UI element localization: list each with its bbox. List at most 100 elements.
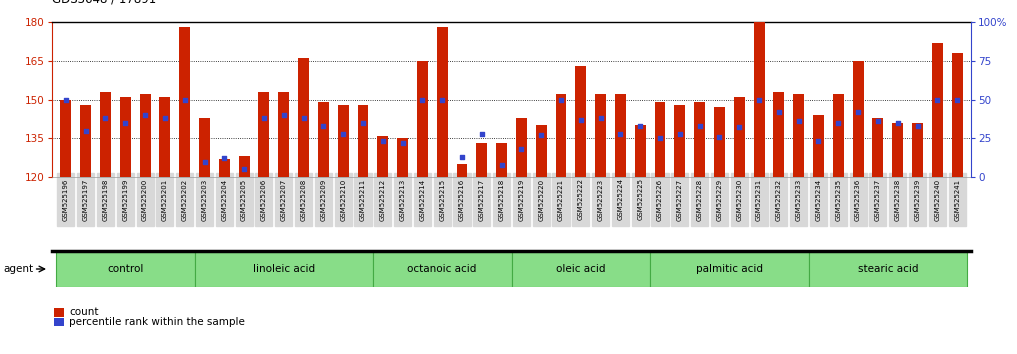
Bar	[576, 66, 586, 177]
Text: octanoic acid: octanoic acid	[408, 264, 477, 274]
Point	[295, 115, 311, 121]
Bar	[734, 97, 744, 177]
Point	[711, 134, 727, 139]
Bar	[892, 123, 903, 177]
Point	[652, 136, 668, 141]
Bar	[358, 105, 368, 177]
Point	[157, 115, 173, 121]
Text: GDS3648 / 17891: GDS3648 / 17891	[52, 0, 157, 6]
Point	[593, 115, 609, 121]
Bar	[635, 125, 646, 177]
Bar	[615, 94, 625, 177]
Text: control: control	[107, 264, 143, 274]
Point	[276, 112, 292, 118]
Bar	[813, 115, 824, 177]
Bar	[650, 251, 809, 287]
Bar	[674, 105, 685, 177]
Point	[493, 162, 510, 167]
Point	[395, 140, 411, 146]
Bar	[100, 92, 111, 177]
Point	[117, 120, 133, 126]
Bar	[417, 61, 428, 177]
Point	[850, 109, 866, 115]
Point	[751, 97, 767, 102]
Bar	[194, 251, 373, 287]
Point	[98, 115, 114, 121]
Point	[870, 118, 886, 124]
Bar	[793, 94, 804, 177]
Point	[553, 97, 570, 102]
Bar	[56, 251, 194, 287]
Bar	[318, 102, 328, 177]
Bar	[714, 107, 725, 177]
Bar	[754, 22, 765, 177]
Bar	[952, 53, 962, 177]
Bar	[179, 27, 190, 177]
Text: stearic acid: stearic acid	[857, 264, 918, 274]
Point	[414, 97, 430, 102]
Text: agent: agent	[3, 264, 34, 274]
Point	[533, 132, 549, 138]
Bar	[555, 94, 566, 177]
Point	[474, 131, 490, 136]
Point	[514, 146, 530, 152]
Point	[692, 123, 708, 129]
Bar	[774, 92, 784, 177]
Point	[355, 120, 371, 126]
Point	[137, 112, 154, 118]
Bar	[139, 94, 151, 177]
Point	[573, 117, 589, 122]
Point	[790, 118, 806, 124]
Bar	[496, 143, 507, 177]
Bar	[160, 97, 170, 177]
Point	[77, 128, 94, 133]
Bar	[809, 251, 967, 287]
Bar	[695, 102, 705, 177]
Point	[671, 131, 687, 136]
Point	[256, 115, 273, 121]
Bar	[397, 138, 408, 177]
Bar	[199, 118, 210, 177]
Point	[434, 97, 451, 102]
Point	[612, 131, 629, 136]
Point	[335, 131, 351, 136]
Text: oleic acid: oleic acid	[556, 264, 605, 274]
Bar	[595, 94, 606, 177]
Bar	[239, 156, 249, 177]
Text: palmitic acid: palmitic acid	[696, 264, 763, 274]
Bar	[373, 251, 512, 287]
Text: percentile rank within the sample: percentile rank within the sample	[69, 317, 245, 327]
Point	[633, 123, 649, 129]
Point	[811, 138, 827, 144]
Bar	[298, 58, 309, 177]
Point	[374, 138, 391, 144]
Bar	[80, 105, 92, 177]
Point	[58, 97, 74, 102]
Bar	[60, 99, 71, 177]
Bar	[852, 61, 863, 177]
Bar	[377, 136, 388, 177]
Point	[909, 123, 925, 129]
Bar	[436, 27, 447, 177]
Point	[177, 97, 193, 102]
Text: linoleic acid: linoleic acid	[252, 264, 315, 274]
Bar	[457, 164, 468, 177]
Bar	[279, 92, 289, 177]
Bar	[476, 143, 487, 177]
Point	[454, 154, 470, 160]
Point	[949, 97, 965, 102]
Bar	[655, 102, 665, 177]
Text: count: count	[69, 308, 99, 318]
Bar	[338, 105, 349, 177]
Bar	[516, 118, 527, 177]
Point	[217, 155, 233, 161]
Bar	[536, 125, 547, 177]
Bar	[512, 251, 650, 287]
Bar	[258, 92, 270, 177]
Point	[731, 125, 747, 130]
Bar	[912, 123, 923, 177]
Point	[315, 123, 332, 129]
Point	[236, 166, 252, 172]
Bar	[932, 43, 943, 177]
Point	[196, 159, 213, 164]
